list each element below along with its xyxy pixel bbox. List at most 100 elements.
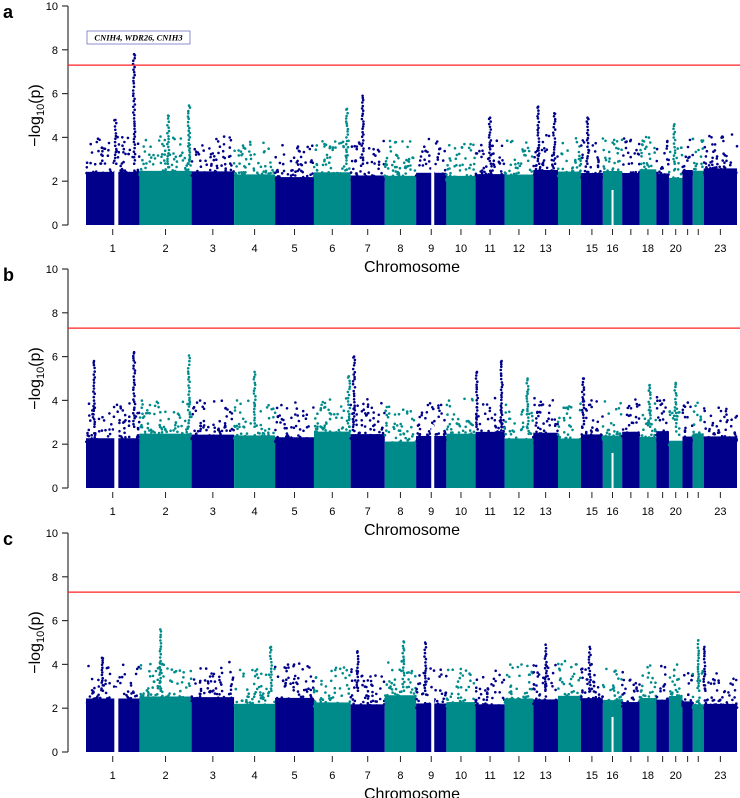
- snp-point: [676, 690, 679, 694]
- snp-point: [551, 685, 554, 688]
- snp-point: [315, 144, 319, 147]
- snp-point: [523, 174, 526, 178]
- snp-point: [534, 424, 538, 427]
- snp-point: [694, 404, 697, 408]
- snp-point: [655, 147, 659, 151]
- snp-point: [716, 162, 719, 166]
- snp-point: [335, 175, 338, 178]
- x-tick-label: 3: [210, 506, 216, 518]
- snp-point: [586, 678, 589, 681]
- snp-point: [653, 402, 657, 405]
- snp-point: [329, 679, 333, 683]
- snp-point: [389, 150, 393, 153]
- snp-point: [147, 697, 151, 701]
- snp-point: [312, 406, 315, 409]
- snp-point: [625, 431, 629, 434]
- snp-point: [368, 419, 372, 422]
- snp-point: [478, 149, 481, 153]
- snp-point: [730, 133, 734, 136]
- snp-point: [596, 437, 600, 441]
- x-tick-label: 18: [642, 506, 654, 518]
- snp-point: [309, 180, 313, 183]
- snp-point: [212, 423, 215, 427]
- snp-point: [244, 157, 248, 161]
- snp-point: [379, 687, 382, 690]
- snp-point: [376, 420, 380, 423]
- snp-point: [526, 177, 529, 181]
- snp-point: [542, 159, 546, 162]
- snp-point: [375, 433, 379, 437]
- snp-point: [229, 684, 233, 688]
- lead-snp-point: [475, 370, 479, 374]
- snp-point: [619, 401, 622, 405]
- snp-point: [575, 166, 579, 169]
- snp-point: [721, 170, 725, 174]
- snp-point: [586, 125, 589, 129]
- snp-point: [605, 431, 609, 435]
- snp-point: [187, 129, 190, 132]
- snp-point: [480, 155, 483, 159]
- snp-point: [553, 137, 557, 140]
- snp-point: [188, 363, 191, 367]
- snp-point: [153, 431, 156, 434]
- snp-point: [187, 168, 190, 171]
- dense-points-band: [475, 704, 505, 752]
- snp-point: [115, 403, 119, 407]
- snp-point: [414, 444, 417, 448]
- snp-point: [202, 407, 206, 411]
- snp-point: [286, 663, 290, 666]
- snp-point: [92, 395, 96, 399]
- centromere-gap: [431, 424, 435, 489]
- snp-point: [353, 429, 356, 433]
- snp-point: [383, 698, 387, 701]
- snp-point: [707, 439, 710, 443]
- snp-point: [168, 699, 172, 702]
- snp-point: [169, 429, 172, 433]
- snp-point: [236, 433, 239, 437]
- snp-point: [539, 400, 543, 404]
- snp-point: [674, 391, 678, 395]
- snp-point: [342, 409, 346, 413]
- snp-point: [338, 667, 342, 671]
- snp-point: [425, 411, 429, 414]
- lead-snp-point: [553, 112, 556, 115]
- snp-point: [515, 687, 518, 691]
- snp-point: [407, 678, 410, 681]
- snp-point: [561, 167, 565, 171]
- snp-point: [355, 147, 359, 151]
- snp-point: [635, 686, 638, 689]
- snp-point: [259, 423, 263, 427]
- snp-point: [494, 424, 497, 428]
- snp-point: [413, 169, 417, 172]
- snp-point: [255, 424, 258, 427]
- snp-point: [153, 404, 157, 408]
- chromosome-22-points: [691, 401, 705, 488]
- snp-point: [374, 674, 377, 677]
- snp-point: [101, 701, 104, 705]
- snp-point: [631, 171, 635, 174]
- snp-point: [548, 424, 551, 427]
- snp-point: [87, 664, 90, 668]
- dense-points-band: [557, 438, 581, 488]
- snp-point: [582, 141, 586, 144]
- snp-point: [725, 420, 728, 424]
- snp-point: [454, 433, 458, 437]
- snp-point: [714, 439, 717, 442]
- snp-point: [227, 155, 231, 158]
- snp-point: [362, 147, 365, 150]
- snp-point: [267, 172, 270, 175]
- snp-point: [122, 700, 126, 704]
- snp-point: [474, 174, 478, 177]
- snp-point: [212, 434, 215, 438]
- snp-point: [693, 161, 696, 165]
- chromosome-4-points: [233, 667, 276, 752]
- snp-point: [99, 696, 102, 700]
- snp-point: [492, 434, 496, 438]
- snp-point: [461, 674, 465, 677]
- lead-snp-point: [500, 359, 503, 363]
- snp-point: [634, 174, 638, 178]
- snp-point: [409, 681, 412, 684]
- x-tick-label: 20: [670, 243, 682, 255]
- snp-point: [556, 167, 560, 170]
- snp-point: [419, 155, 423, 158]
